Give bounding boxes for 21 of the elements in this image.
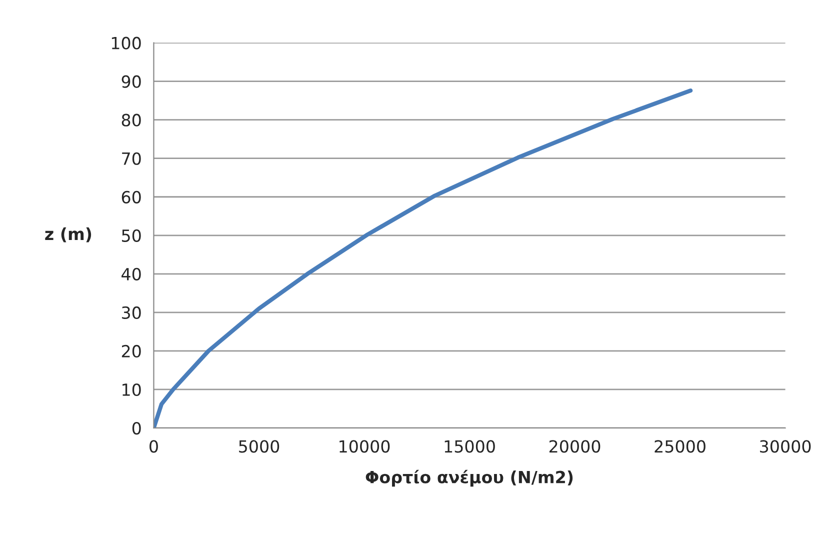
y-tick-label: 30	[122, 306, 141, 320]
x-tick-label: 20000	[549, 440, 600, 453]
x-tick-label: 30000	[760, 440, 811, 453]
x-tick-label: 25000	[654, 440, 706, 453]
y-tick-label: 70	[122, 152, 141, 165]
y-tick-label: 100	[112, 36, 141, 50]
y-tick-label: 10	[122, 383, 141, 396]
y-tick-label: 20	[122, 344, 141, 358]
y-tick-label: 80	[122, 114, 141, 126]
y-axis-title: z (m)	[45, 227, 92, 242]
x-tick-label: 0	[150, 440, 158, 453]
y-tick-label: 40	[122, 268, 141, 280]
x-tick-label: 10000	[340, 440, 390, 453]
y-tick-label: 90	[122, 75, 141, 88]
y-tick-label: 50	[122, 229, 141, 242]
x-tick-label: 5000	[239, 440, 280, 453]
y-tick-label: 60	[122, 190, 141, 204]
x-axis-title: Φορτίο ανέμου (N/m2)	[366, 470, 573, 487]
x-tick-label: 15000	[444, 440, 495, 453]
y-tick-label: 0	[132, 422, 141, 435]
line-series	[154, 88, 693, 428]
